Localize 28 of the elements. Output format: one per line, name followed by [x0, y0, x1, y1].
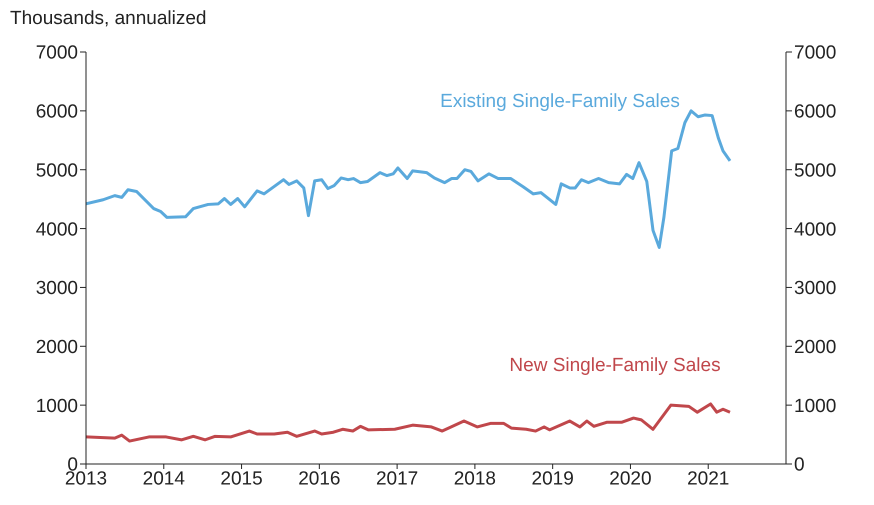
y2-tick-label: 5000: [794, 160, 836, 182]
x-tick-label: 2019: [532, 468, 574, 490]
y-tick-label: 7000: [36, 42, 78, 64]
y2-tick-label: 1000: [794, 396, 836, 417]
y-tick-label: 2000: [36, 337, 78, 358]
y-tick-label: 3000: [36, 278, 78, 300]
y2-tick-label: 3000: [794, 278, 836, 300]
y-axis-title: Thousands, annualized: [10, 8, 206, 30]
y2-tick-label: 6000: [794, 102, 836, 123]
x-tick-label: 2020: [609, 468, 652, 490]
y-tick-label: 1000: [36, 396, 78, 417]
x-tick-label: 2014: [142, 468, 186, 490]
x-tick-label: 2017: [376, 468, 418, 490]
y2-tick-label: 0: [794, 454, 805, 476]
x-tick-label: 2015: [220, 468, 263, 490]
series-label: Existing Single-Family Sales: [439, 90, 681, 113]
y2-tick-label: 7000: [794, 42, 836, 64]
x-tick-label: 2018: [454, 468, 496, 490]
series-label: New Single-Family Sales: [508, 354, 722, 377]
y-tick-label: 5000: [36, 160, 78, 182]
y-tick-label: 4000: [36, 219, 78, 240]
line-series: [86, 402, 732, 443]
y2-tick-label: 4000: [794, 219, 836, 240]
line-series: [86, 109, 732, 249]
y2-tick-label: 2000: [794, 337, 836, 358]
x-tick-label: 2021: [687, 468, 730, 490]
y-tick-label: 6000: [36, 102, 78, 123]
x-tick-label: 2016: [298, 468, 340, 490]
